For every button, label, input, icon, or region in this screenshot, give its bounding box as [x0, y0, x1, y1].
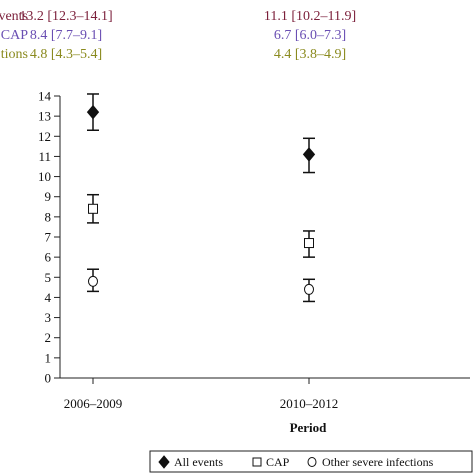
y-tick-label: 13 [38, 109, 51, 124]
y-tick-label: 7 [45, 230, 52, 245]
legend: All events CAP Other severe infections [149, 450, 473, 473]
data-point [303, 230, 315, 258]
data-point [87, 193, 99, 224]
y-tick-label: 6 [45, 250, 52, 265]
square-marker [88, 203, 98, 214]
legend-entry: CAP [252, 455, 290, 469]
y-tick-label: 0 [45, 371, 52, 386]
y-tick-label: 1 [45, 350, 52, 365]
annotation-value: 13.2 [12.3–14.1] [19, 9, 112, 24]
legend-entry: Other severe infections [307, 455, 434, 469]
circle-marker [88, 275, 98, 287]
circle-marker [307, 457, 317, 467]
x-axis-title: Period [290, 420, 328, 435]
y-tick-label: 10 [38, 169, 51, 184]
legend-entry: All events [158, 455, 223, 469]
diamond-marker [86, 104, 100, 120]
legend-label: Other severe infections [322, 455, 434, 469]
annotation-value: 8.4 [7.7–9.1] [30, 28, 102, 43]
annotation-rows: events13.2 [12.3–14.1] 11.1 [10.2–11.9] CA… [0, 9, 356, 62]
diamond-marker [302, 147, 316, 162]
data-point [303, 278, 315, 303]
y-tick-label: 14 [38, 89, 52, 104]
y-tick-label: 2 [45, 330, 52, 345]
annotation-row-label: events [0, 9, 28, 24]
x-tick-label: 2010–2012 [280, 396, 339, 411]
legend-label: All events [174, 455, 223, 469]
y-tick-label: 5 [45, 270, 52, 285]
y-tick-label: 9 [45, 189, 52, 204]
annotation-row-label: CAP [1, 28, 28, 43]
chart-marks [86, 93, 316, 303]
x-tick-label: 2006–2009 [64, 396, 123, 411]
annotation-row-label: tions [1, 47, 28, 62]
data-point [87, 268, 99, 293]
square-marker [304, 238, 314, 249]
y-tick-label: 12 [38, 129, 51, 144]
data-point [302, 137, 316, 174]
y-tick-label: 4 [45, 290, 52, 305]
annotation-value: 4.4 [3.8–4.9] [274, 47, 346, 62]
circle-marker [304, 283, 314, 295]
square-marker [252, 457, 262, 467]
data-point [86, 93, 100, 131]
annotation-value: 6.7 [6.0–7.3] [274, 28, 346, 43]
y-tick-label: 3 [45, 310, 52, 325]
y-tick-label: 8 [45, 209, 52, 224]
legend-label: CAP [266, 455, 290, 469]
annotation-value: 11.1 [10.2–11.9] [264, 9, 356, 24]
diamond-marker [158, 455, 170, 469]
annotation-value: 4.8 [4.3–5.4] [30, 47, 102, 62]
y-tick-label: 11 [38, 149, 51, 164]
